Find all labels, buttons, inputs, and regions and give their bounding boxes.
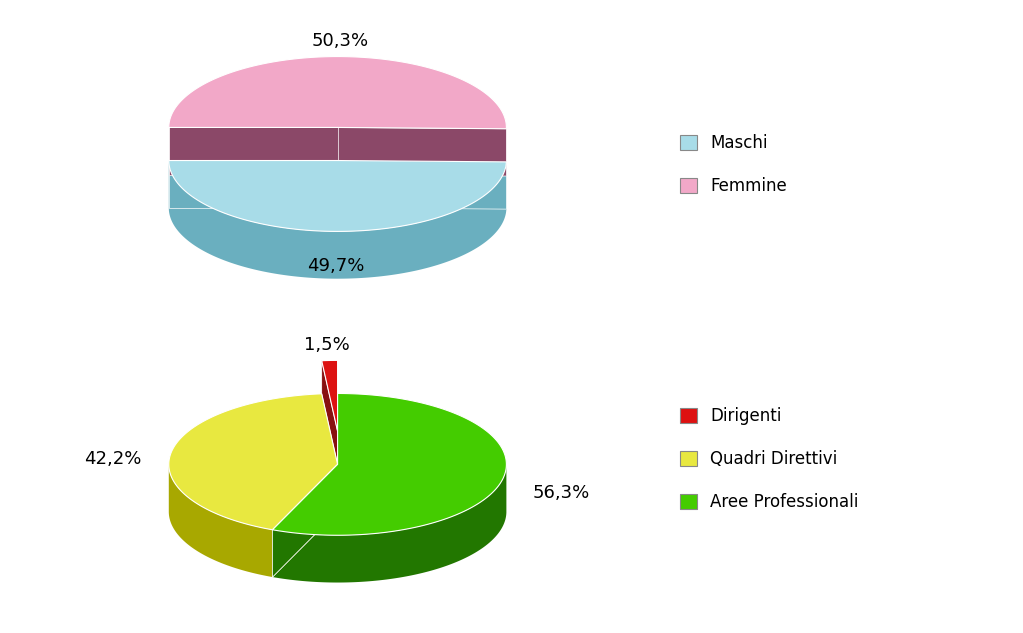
Legend: Dirigenti, Quadri Direttivi, Aree Professionali: Dirigenti, Quadri Direttivi, Aree Profes… <box>673 400 865 518</box>
Polygon shape <box>169 394 338 530</box>
Polygon shape <box>272 394 506 536</box>
Polygon shape <box>169 465 272 577</box>
Polygon shape <box>169 161 338 208</box>
Polygon shape <box>338 127 506 176</box>
Polygon shape <box>272 465 506 582</box>
Text: 42,2%: 42,2% <box>84 451 141 468</box>
Polygon shape <box>338 161 506 209</box>
Polygon shape <box>321 360 338 431</box>
Polygon shape <box>321 361 338 479</box>
Polygon shape <box>169 161 506 279</box>
Text: 49,7%: 49,7% <box>307 257 364 275</box>
Text: 50,3%: 50,3% <box>311 32 368 50</box>
Polygon shape <box>321 394 338 511</box>
Polygon shape <box>272 465 338 577</box>
Polygon shape <box>169 127 338 175</box>
Polygon shape <box>169 56 506 128</box>
Polygon shape <box>169 161 506 232</box>
Text: 1,5%: 1,5% <box>304 336 350 354</box>
Polygon shape <box>272 465 338 577</box>
Text: 56,3%: 56,3% <box>532 484 589 501</box>
Legend: Maschi, Femmine: Maschi, Femmine <box>673 127 794 202</box>
